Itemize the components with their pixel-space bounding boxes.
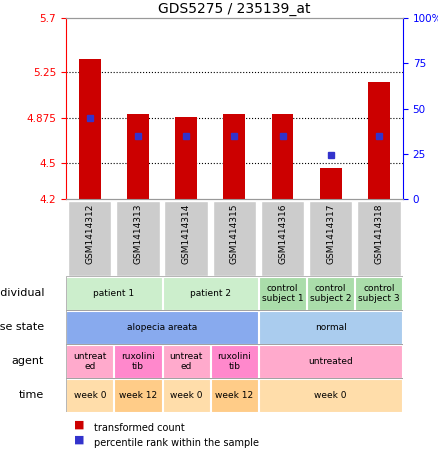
Bar: [307, 277, 354, 310]
Bar: [259, 345, 403, 378]
Text: untreat
ed: untreat ed: [170, 352, 203, 371]
Text: week 0: week 0: [314, 391, 347, 400]
Bar: [320, 168, 342, 199]
Bar: [272, 114, 293, 199]
Text: GSM1414316: GSM1414316: [278, 203, 287, 264]
Bar: [162, 379, 210, 411]
Bar: [162, 345, 210, 378]
Bar: [355, 277, 403, 310]
Text: agent: agent: [12, 356, 44, 366]
Text: ■: ■: [74, 420, 85, 430]
Bar: [127, 114, 149, 199]
Bar: [66, 379, 113, 411]
Text: control
subject 3: control subject 3: [358, 284, 400, 303]
Bar: [66, 344, 403, 378]
Bar: [66, 276, 403, 310]
Text: GSM1414312: GSM1414312: [85, 203, 94, 264]
FancyBboxPatch shape: [213, 201, 256, 275]
Bar: [66, 310, 403, 344]
Text: normal: normal: [315, 323, 346, 332]
FancyBboxPatch shape: [261, 201, 304, 275]
Bar: [259, 277, 306, 310]
FancyBboxPatch shape: [357, 201, 401, 275]
Bar: [211, 379, 258, 411]
Text: control
subject 1: control subject 1: [261, 284, 304, 303]
Text: ■: ■: [74, 435, 85, 445]
Text: ruxolini
tib: ruxolini tib: [121, 352, 155, 371]
Bar: [175, 117, 197, 199]
Text: patient 1: patient 1: [93, 289, 134, 298]
Bar: [66, 345, 113, 378]
Bar: [79, 59, 101, 199]
Bar: [259, 379, 403, 411]
Text: alopecia areata: alopecia areata: [127, 323, 197, 332]
Text: week 12: week 12: [119, 391, 157, 400]
Text: transformed count: transformed count: [94, 423, 185, 433]
Bar: [368, 82, 390, 199]
Text: GSM1414317: GSM1414317: [326, 203, 335, 264]
Bar: [66, 277, 162, 310]
Bar: [259, 311, 403, 343]
Bar: [114, 345, 162, 378]
Title: GDS5275 / 235139_at: GDS5275 / 235139_at: [158, 2, 311, 16]
FancyBboxPatch shape: [309, 201, 353, 275]
Bar: [162, 277, 258, 310]
Text: week 0: week 0: [170, 391, 202, 400]
Text: GSM1414314: GSM1414314: [182, 203, 191, 264]
FancyBboxPatch shape: [68, 201, 111, 275]
Text: GSM1414313: GSM1414313: [134, 203, 142, 264]
Text: GSM1414315: GSM1414315: [230, 203, 239, 264]
Text: percentile rank within the sample: percentile rank within the sample: [94, 438, 259, 448]
FancyBboxPatch shape: [117, 201, 159, 275]
Text: ruxolini
tib: ruxolini tib: [217, 352, 251, 371]
Text: individual: individual: [0, 288, 44, 299]
Bar: [66, 311, 258, 343]
Bar: [223, 114, 245, 199]
Text: disease state: disease state: [0, 322, 44, 333]
Text: week 12: week 12: [215, 391, 254, 400]
Text: time: time: [19, 390, 44, 400]
Text: untreated: untreated: [308, 357, 353, 366]
Text: week 0: week 0: [74, 391, 106, 400]
Text: GSM1414318: GSM1414318: [374, 203, 383, 264]
Bar: [66, 378, 403, 412]
FancyBboxPatch shape: [165, 201, 208, 275]
Bar: [211, 345, 258, 378]
Text: patient 2: patient 2: [190, 289, 231, 298]
Text: control
subject 2: control subject 2: [310, 284, 351, 303]
Bar: [114, 379, 162, 411]
Text: untreat
ed: untreat ed: [73, 352, 106, 371]
